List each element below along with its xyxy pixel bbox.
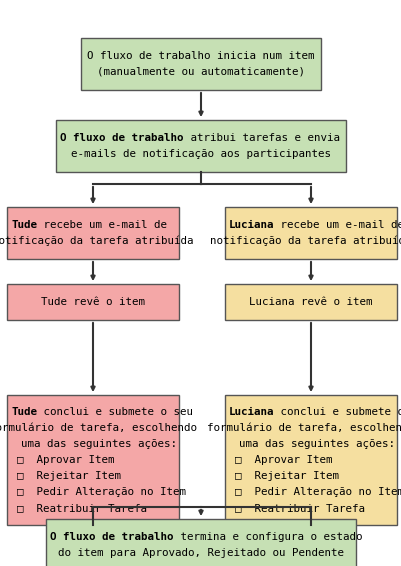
Text: e-mails de notificação aos participantes: e-mails de notificação aos participantes [71,149,330,159]
Text: □  Pedir Alteração no Item: □ Pedir Alteração no Item [17,487,186,497]
FancyBboxPatch shape [225,207,396,259]
Text: (manualmente ou automaticamente): (manualmente ou automaticamente) [97,67,304,77]
FancyBboxPatch shape [46,519,355,566]
Text: uma das seguintes ações:: uma das seguintes ações: [8,439,177,449]
Text: O fluxo de trabalho inicia num item: O fluxo de trabalho inicia num item [87,51,314,61]
FancyBboxPatch shape [81,38,320,90]
FancyBboxPatch shape [7,207,178,259]
Text: notificação da tarefa atribuída: notificação da tarefa atribuída [0,236,193,246]
Text: Luciana revê o item: Luciana revê o item [249,297,372,307]
FancyBboxPatch shape [7,395,178,525]
Text: termina e configura o estado: termina e configura o estado [173,532,361,542]
Text: □  Rejeitar Item: □ Rejeitar Item [235,471,338,481]
Text: Tude revê o item: Tude revê o item [41,297,145,307]
Text: □  Aprovar Item: □ Aprovar Item [17,455,114,465]
FancyBboxPatch shape [225,284,396,320]
Text: Luciana: Luciana [229,407,274,417]
Text: O fluxo de trabalho: O fluxo de trabalho [50,532,173,542]
Text: □  Pedir Alteração no Item: □ Pedir Alteração no Item [235,487,401,497]
FancyBboxPatch shape [225,395,396,525]
Text: □  Rejeitar Item: □ Rejeitar Item [17,471,121,481]
FancyBboxPatch shape [7,284,178,320]
Text: conclui e submete o seu: conclui e submete o seu [274,407,401,417]
FancyBboxPatch shape [56,120,345,172]
Text: recebe um e-mail de: recebe um e-mail de [274,220,401,230]
Text: formulário de tarefa, escolhendo: formulário de tarefa, escolhendo [0,423,196,433]
Text: do item para Aprovado, Rejeitado ou Pendente: do item para Aprovado, Rejeitado ou Pend… [58,548,343,558]
Text: Luciana: Luciana [229,220,274,230]
Text: formulário de tarefa, escolhendo: formulário de tarefa, escolhendo [207,423,401,433]
Text: □  Aprovar Item: □ Aprovar Item [235,455,332,465]
Text: atribui tarefas e envia: atribui tarefas e envia [183,133,339,143]
Text: recebe um e-mail de: recebe um e-mail de [37,220,166,230]
Text: O fluxo de trabalho: O fluxo de trabalho [60,133,183,143]
Text: conclui e submete o seu: conclui e submete o seu [37,407,192,417]
Text: □  Reatribuir Tarefa: □ Reatribuir Tarefa [235,503,364,513]
Text: uma das seguintes ações:: uma das seguintes ações: [226,439,395,449]
Text: □  Reatribuir Tarefa: □ Reatribuir Tarefa [17,503,147,513]
Text: notificação da tarefa atribuída: notificação da tarefa atribuída [210,236,401,246]
Text: Tude: Tude [11,407,37,417]
Text: Tude: Tude [11,220,37,230]
